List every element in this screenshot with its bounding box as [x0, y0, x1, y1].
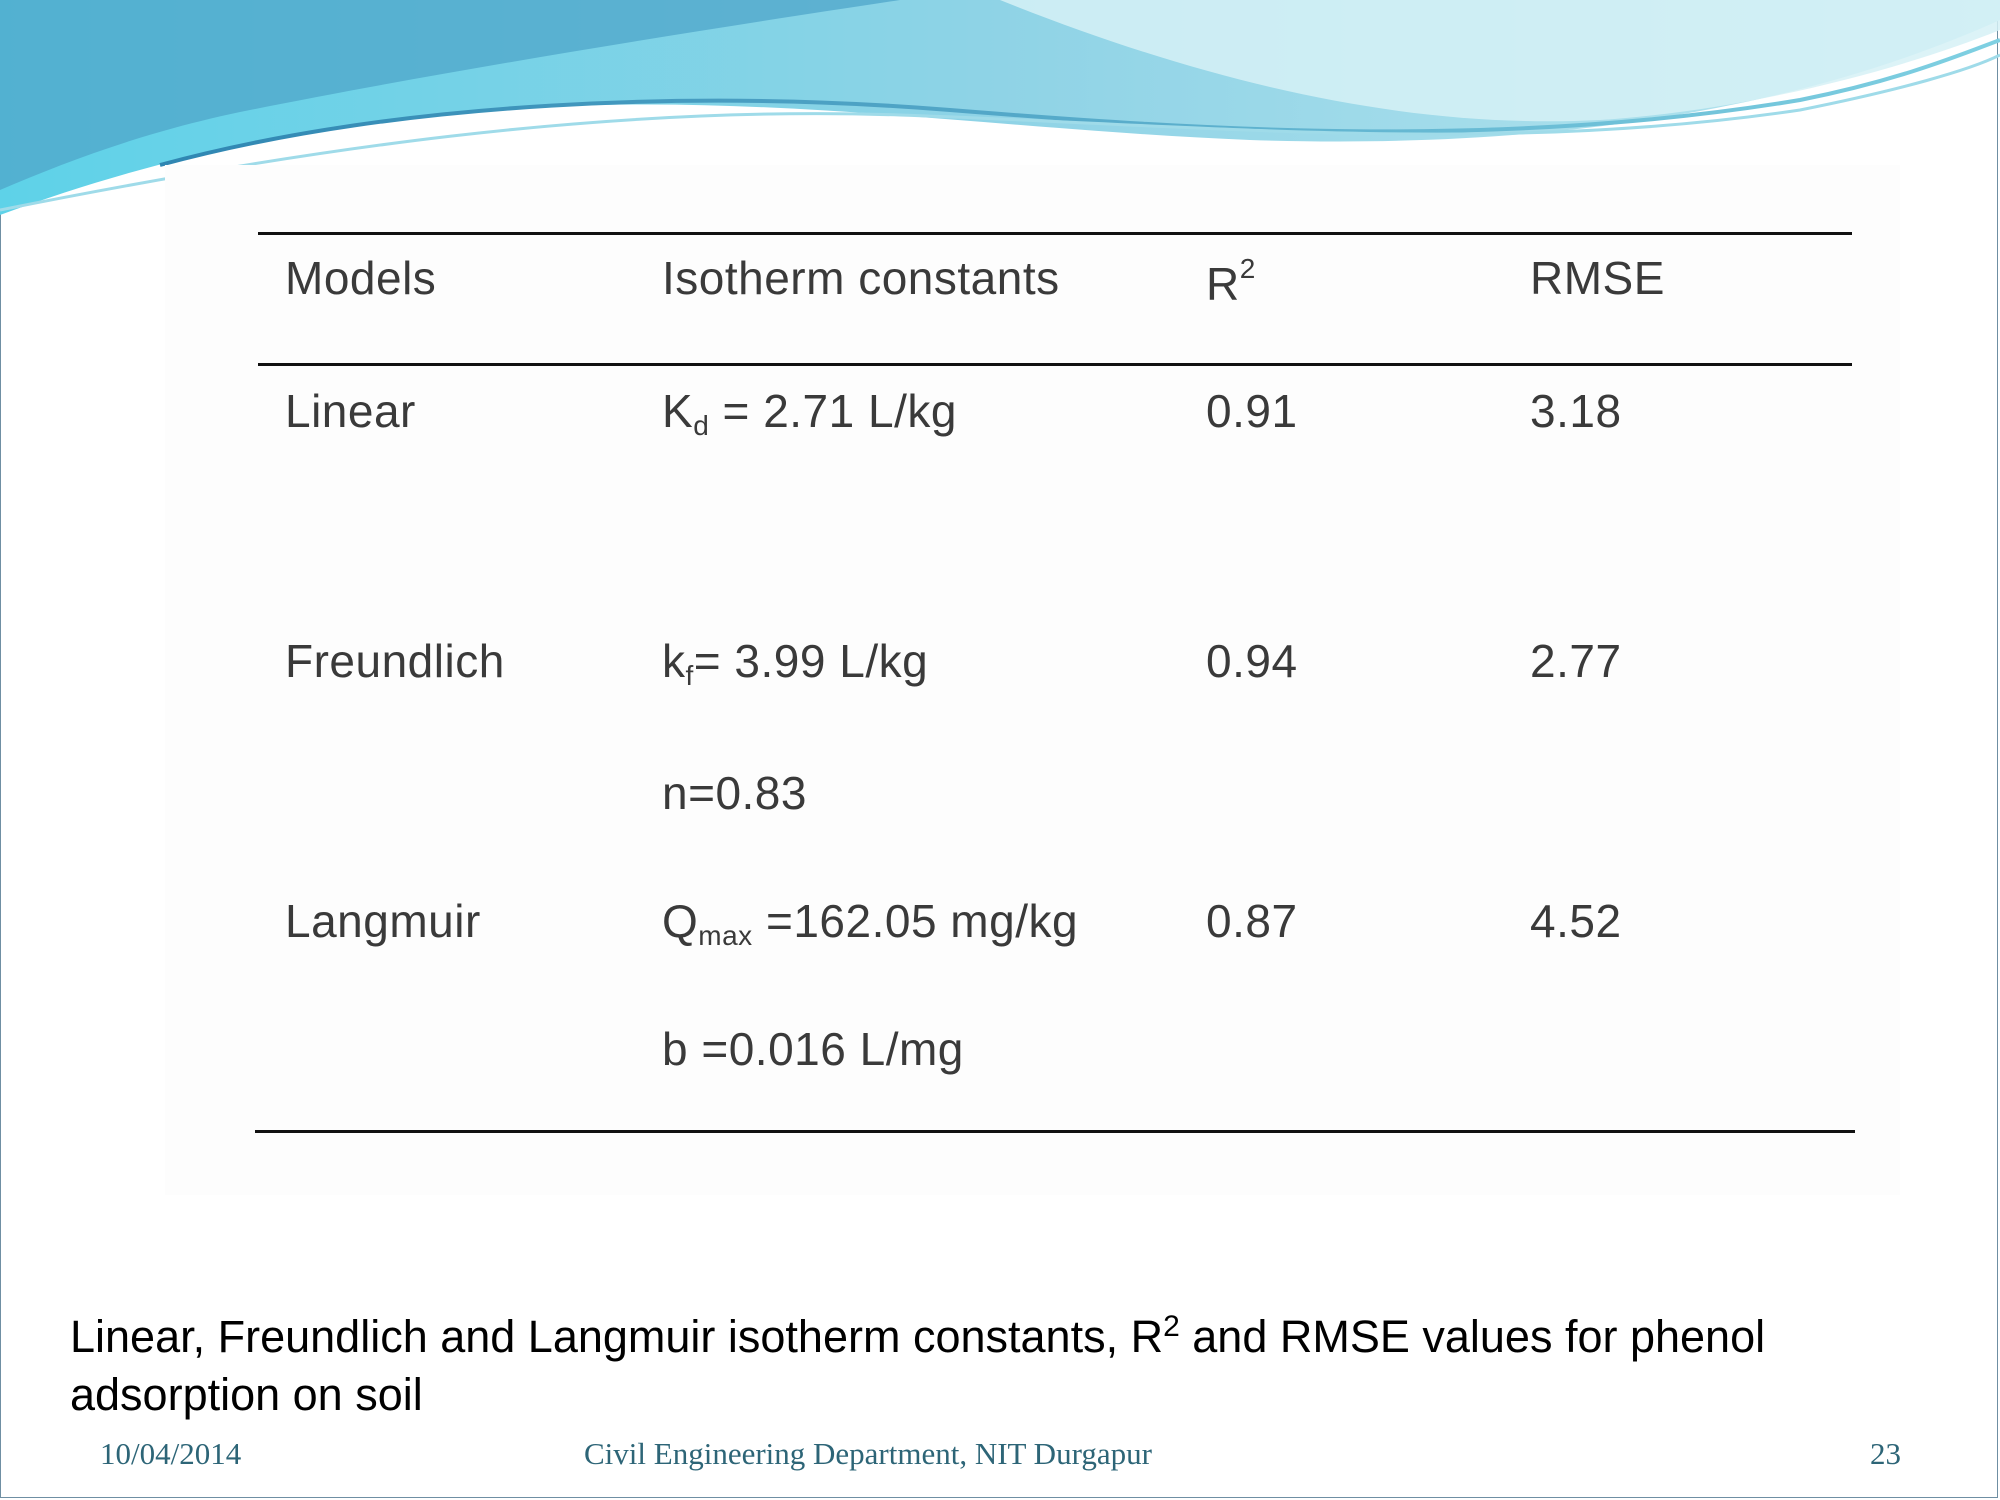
footer-date: 10/04/2014	[100, 1436, 242, 1471]
linear-rmse: 3.18	[1530, 385, 1622, 437]
header-r-squared: R2	[1206, 253, 1256, 310]
linear-k-value: = 2.71 L/kg	[709, 385, 957, 437]
table-top-rule	[258, 232, 1852, 235]
freundlich-r2: 0.94	[1206, 635, 1298, 687]
linear-r2: 0.91	[1206, 385, 1298, 437]
footer-department: Civil Engineering Department, NIT Durgap…	[584, 1436, 1152, 1471]
header-wave-decoration	[0, 0, 2000, 215]
linear-k-subscript: d	[693, 410, 710, 441]
freundlich-model: Freundlich	[285, 635, 505, 687]
freundlich-rmse: 2.77	[1530, 635, 1622, 687]
caption-part2: and RMSE values for phenol adsorption on…	[70, 1311, 1766, 1420]
langmuir-b-constant: b =0.016 L/mg	[662, 1023, 964, 1075]
freundlich-k-symbol: k	[662, 635, 686, 687]
freundlich-k-constant: kf= 3.99 L/kg	[662, 638, 928, 690]
freundlich-k-value: = 3.99 L/kg	[693, 635, 929, 687]
linear-model: Linear	[285, 385, 416, 437]
footer-page-number: 23	[1870, 1436, 1901, 1471]
caption-part1: Linear, Freundlich and Langmuir isotherm…	[70, 1311, 1164, 1362]
caption-superscript: 2	[1163, 1310, 1180, 1343]
langmuir-q-constant: Qmax =162.05 mg/kg	[662, 898, 1078, 950]
table-header-rule	[258, 363, 1852, 366]
r2-superscript: 2	[1239, 253, 1256, 284]
langmuir-q-subscript: max	[698, 920, 753, 951]
table-panel	[165, 165, 1900, 1195]
table-caption: Linear, Freundlich and Langmuir isotherm…	[70, 1298, 1970, 1424]
langmuir-q-symbol: Q	[662, 895, 699, 947]
header-isotherm-constants: Isotherm constants	[662, 252, 1060, 304]
header-models: Models	[285, 252, 437, 304]
r2-base: R	[1206, 258, 1240, 310]
langmuir-model: Langmuir	[285, 895, 481, 947]
langmuir-r2: 0.87	[1206, 895, 1298, 947]
freundlich-n-constant: n=0.83	[662, 767, 807, 819]
table-bottom-rule	[255, 1130, 1855, 1133]
header-rmse: RMSE	[1530, 252, 1665, 304]
langmuir-q-value: =162.05 mg/kg	[752, 895, 1079, 947]
langmuir-rmse: 4.52	[1530, 895, 1622, 947]
linear-k-symbol: K	[662, 385, 694, 437]
freundlich-k-subscript: f	[685, 660, 694, 691]
linear-constant: Kd = 2.71 L/kg	[662, 388, 957, 440]
